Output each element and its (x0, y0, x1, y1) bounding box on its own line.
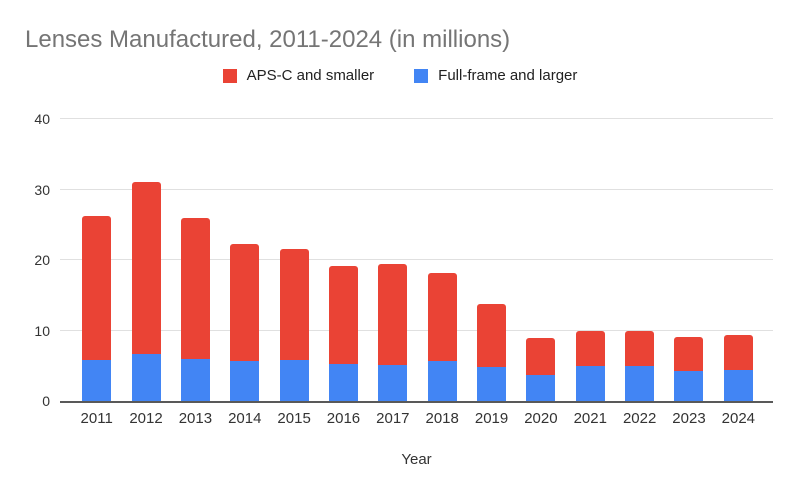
bar-segment-full-frame (180, 358, 210, 401)
legend-swatch-full-frame-icon (414, 68, 429, 83)
gridline (60, 118, 773, 119)
plot-area: 2011 2012 2013 2014 2015 2016 2017 2018 2019 2020… (60, 118, 773, 427)
legend-item-full-frame: Full-frame and larger (414, 67, 577, 84)
gridline (60, 329, 773, 331)
bar-segment-full-frame (427, 360, 457, 401)
bar-segment-aps-c (279, 249, 309, 361)
bar-segment-aps-c (328, 266, 358, 365)
x-tick-label: 2015 (277, 410, 311, 427)
bar-segment-aps-c (526, 338, 556, 375)
y-axis-labels: 0 10 20 30 40 (0, 111, 50, 409)
bar-segment-aps-c (674, 336, 704, 372)
bar-column: 2013 (171, 119, 220, 427)
x-tick-label: 2013 (178, 410, 213, 427)
bar-column: 2024 (714, 119, 763, 427)
x-tick-label: 2023 (672, 410, 706, 427)
gridline (60, 259, 773, 260)
x-tick-label: 2011 (80, 410, 113, 427)
bar-segment-aps-c (427, 272, 457, 361)
bar-segment-full-frame (674, 371, 704, 401)
bar-segment-aps-c (625, 330, 655, 366)
x-axis-title: Year (401, 451, 432, 468)
bar-segment-full-frame (328, 364, 358, 401)
bar-segment-aps-c (723, 334, 753, 370)
bar-column: 2020 (516, 119, 565, 427)
chart-title: Lenses Manufactured, 2011-2024 (in milli… (25, 26, 511, 53)
x-tick-label: 2017 (376, 410, 410, 427)
x-tick-label: 2019 (474, 410, 509, 427)
bar-segment-full-frame (230, 360, 260, 401)
bar-segment-full-frame (477, 367, 507, 401)
bar-segment-full-frame (82, 360, 112, 401)
bar-segment-full-frame (526, 374, 556, 401)
bar-segment-aps-c (378, 264, 408, 366)
bar-column: 2014 (220, 119, 269, 427)
x-tick-label: 2020 (524, 410, 558, 427)
bar-segment-full-frame (378, 365, 408, 401)
x-tick-label: 2024 (721, 410, 756, 427)
bar-segment-full-frame (279, 360, 309, 401)
bar-column: 2017 (368, 119, 417, 427)
bar-column: 2021 (566, 119, 615, 427)
y-tick-label: 40 (34, 111, 50, 127)
bar-segment-aps-c (575, 331, 605, 366)
bar-column: 2019 (467, 119, 516, 427)
bar-segment-full-frame (723, 369, 753, 401)
x-tick-label: 2022 (622, 410, 657, 427)
x-tick-label: 2016 (326, 410, 361, 427)
bar-segment-aps-c (477, 303, 507, 368)
legend-swatch-aps-c-icon (222, 68, 237, 83)
bar-segment-aps-c (131, 181, 161, 354)
x-tick-label: 2012 (129, 410, 163, 427)
y-tick-label: 30 (34, 181, 50, 198)
x-tick-label: 2021 (573, 410, 607, 427)
legend-label-aps-c: APS-C and smaller (246, 67, 375, 84)
y-tick-label: 0 (42, 393, 50, 409)
bar-column: 2016 (319, 119, 368, 427)
bar-column: 2022 (615, 119, 664, 427)
bar-segment-full-frame (131, 353, 161, 401)
bar-segment-aps-c (82, 215, 112, 361)
y-tick-label: 20 (34, 252, 50, 268)
bar-column: 2011 (72, 119, 121, 427)
x-tick-label: 2018 (425, 410, 459, 427)
bar-column: 2012 (121, 119, 170, 427)
bar-segment-aps-c (180, 218, 210, 359)
bar-segment-full-frame (625, 365, 655, 401)
gridline (60, 188, 773, 190)
legend: APS-C and smaller Full-frame and larger (0, 67, 800, 84)
bar-segment-full-frame (575, 365, 605, 401)
legend-item-aps-c: APS-C and smaller (222, 67, 375, 84)
x-tick-label: 2014 (228, 410, 262, 427)
bar-column: 2015 (269, 119, 318, 427)
bar-segment-aps-c (230, 243, 260, 361)
bar-column: 2023 (664, 119, 713, 427)
bars-container: 2011 2012 2013 2014 2015 2016 2017 2018 2019 2020… (60, 119, 773, 427)
bar-column: 2018 (418, 119, 467, 427)
y-tick-label: 10 (34, 322, 50, 339)
legend-label-full-frame: Full-frame and larger (438, 67, 578, 84)
